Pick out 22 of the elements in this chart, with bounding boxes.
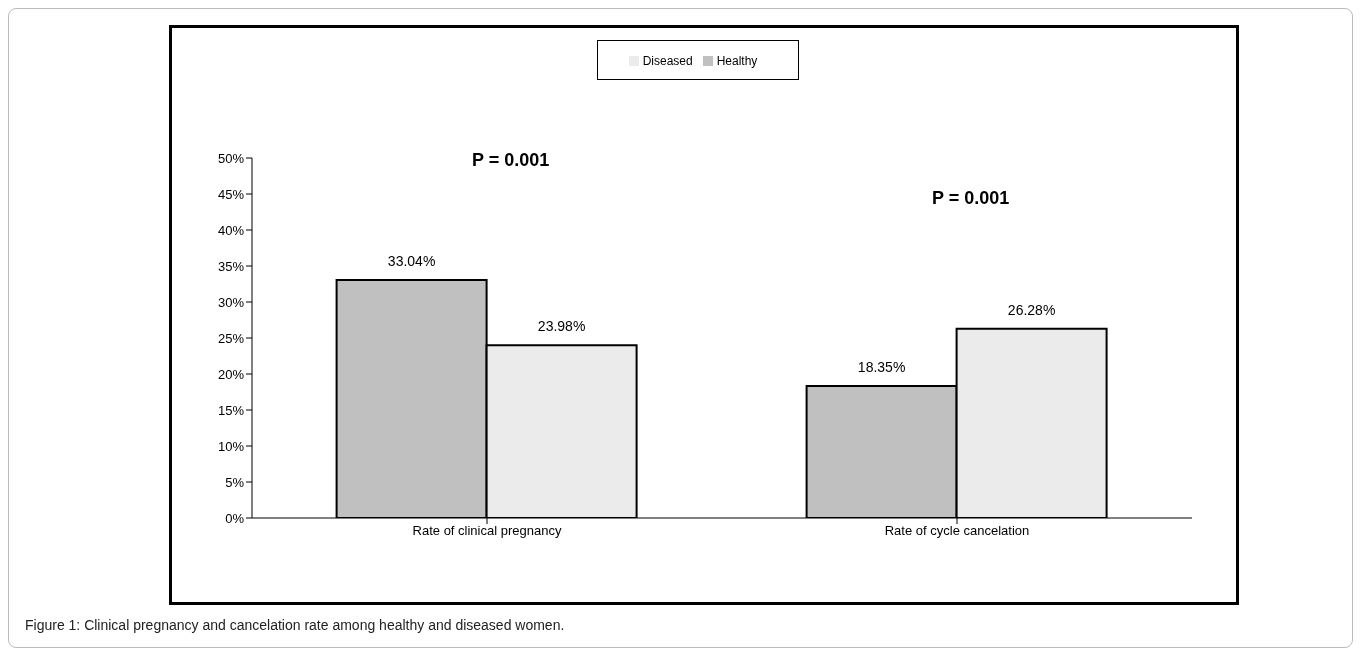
caption: Figure 1: Clinical pregnancy and cancelation rate among healthy and diseased women. [25, 617, 565, 633]
y-tick-label: 45% [217, 186, 245, 202]
y-tick-label: 35% [217, 258, 245, 274]
y-tick-label: 50% [217, 150, 245, 166]
y-tick-label: 10% [217, 438, 245, 454]
y-tick-label: 5% [225, 474, 245, 490]
y-tick-label: 20% [217, 366, 245, 382]
y-tick-label: 15% [217, 402, 245, 418]
x-tick-label: Rate of clinical pregnancy [412, 523, 562, 539]
annotation: P = 0.001 [932, 188, 1010, 209]
legend-label: Healthy [716, 54, 758, 68]
y-tick-label: 40% [217, 222, 245, 238]
data-label: 33.04% [387, 253, 436, 270]
data-label: 26.28% [1007, 301, 1056, 318]
legend-label: Diseased [642, 54, 693, 68]
y-tick-label: 30% [217, 294, 245, 310]
data-label: 18.35% [857, 358, 906, 375]
y-tick-label: 0% [225, 510, 245, 526]
x-tick-label: Rate of cycle cancelation [884, 523, 1030, 539]
annotation: P = 0.001 [472, 150, 550, 171]
y-tick-label: 25% [217, 330, 245, 346]
data-label: 23.98% [537, 318, 586, 335]
